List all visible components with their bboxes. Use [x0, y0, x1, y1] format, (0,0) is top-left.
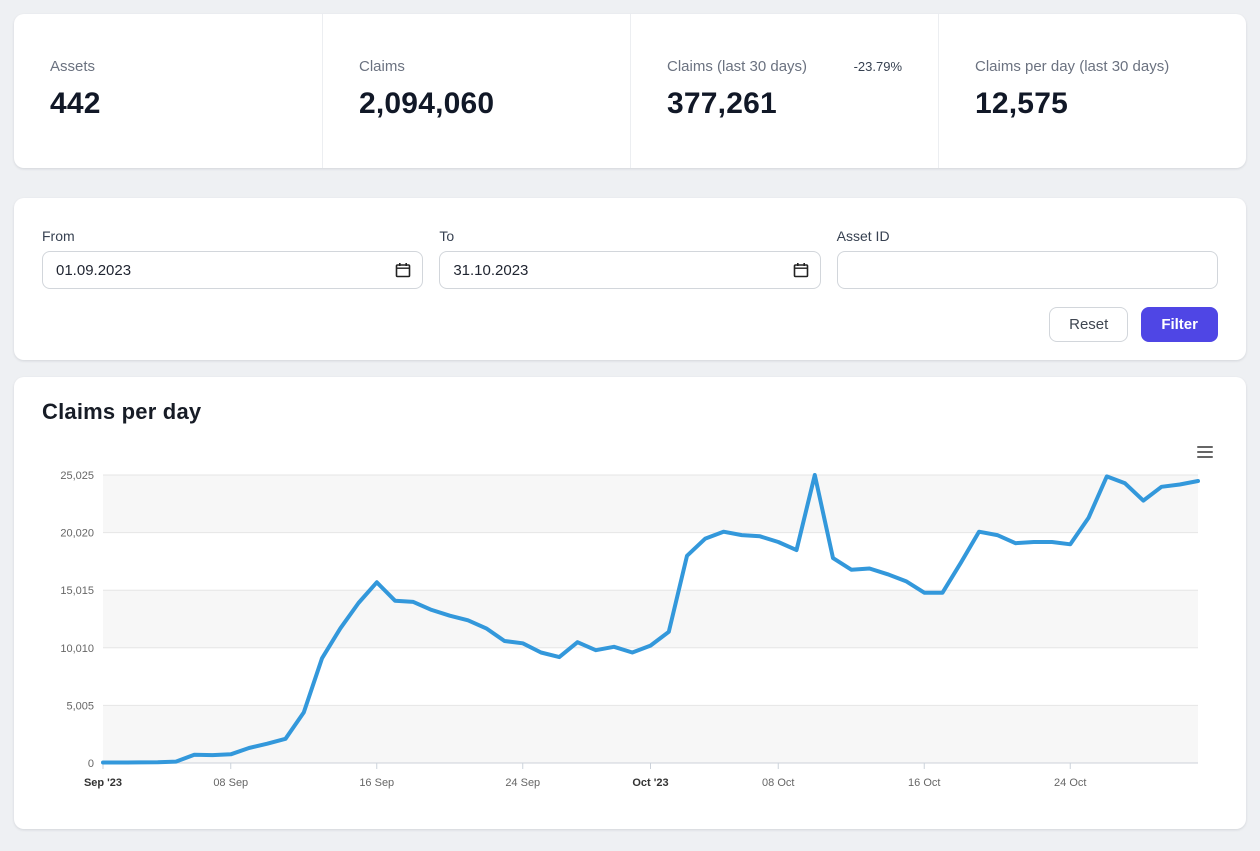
- stat-card-claims: Claims 2,094,060: [322, 14, 630, 168]
- claims-chart: 0 5,005 10,010 15,015 20,020 25,025 Sep '23 08 …: [42, 451, 1218, 800]
- svg-text:20,020: 20,020: [60, 528, 94, 540]
- svg-text:08 Sep: 08 Sep: [213, 777, 248, 789]
- svg-text:Sep '23: Sep '23: [84, 777, 122, 789]
- asset-id-field-group: Asset ID: [836, 228, 1218, 289]
- calendar-icon[interactable]: [793, 262, 809, 278]
- stat-card-claims-per-day-30d: Claims per day (last 30 days) 12,575: [938, 14, 1246, 168]
- stat-delta-percent: -23.79%: [853, 59, 902, 74]
- stat-label: Claims per day (last 30 days): [975, 58, 1170, 75]
- asset-id-label: Asset ID: [836, 228, 890, 244]
- svg-text:24 Sep: 24 Sep: [505, 777, 540, 789]
- svg-text:16 Oct: 16 Oct: [908, 777, 940, 789]
- stat-value: 2,094,060: [359, 87, 495, 120]
- stat-label: Claims: [359, 58, 405, 75]
- svg-text:5,005: 5,005: [66, 700, 94, 712]
- stat-label: Assets: [50, 58, 96, 75]
- to-field-group: To: [439, 228, 821, 289]
- reset-button[interactable]: Reset: [1049, 307, 1129, 342]
- svg-text:15,015: 15,015: [60, 585, 94, 597]
- stat-card-claims-30d: Claims (last 30 days) -23.79% 377,261: [630, 14, 938, 168]
- svg-text:08 Oct: 08 Oct: [762, 777, 794, 789]
- filter-panel: From To: [14, 198, 1246, 360]
- svg-text:Oct '23: Oct '23: [632, 777, 668, 789]
- svg-text:0: 0: [88, 758, 94, 770]
- stat-value: 377,261: [667, 87, 777, 120]
- filter-button[interactable]: Filter: [1141, 307, 1218, 342]
- chart-context-menu-icon[interactable]: [1194, 443, 1216, 461]
- from-field-group: From: [42, 228, 424, 289]
- svg-text:24 Oct: 24 Oct: [1054, 777, 1086, 789]
- claims-per-day-panel: Claims per day 0 5,005 10,010 15,015 20,020 2…: [14, 377, 1246, 829]
- from-label: From: [42, 228, 75, 244]
- line-chart-svg: 0 5,005 10,010 15,015 20,020 25,025 Sep '23 08 …: [60, 470, 1200, 789]
- stat-value: 12,575: [975, 87, 1068, 120]
- to-date-input[interactable]: [439, 251, 821, 289]
- svg-text:16 Sep: 16 Sep: [359, 777, 394, 789]
- svg-text:10,010: 10,010: [60, 643, 94, 655]
- from-date-input[interactable]: [42, 251, 424, 289]
- stat-card-assets: Assets 442: [14, 14, 322, 168]
- stats-row: Assets 442 Claims 2,094,060 Claims (last…: [14, 14, 1246, 168]
- to-label: To: [439, 228, 455, 244]
- asset-id-input[interactable]: [836, 251, 1218, 289]
- chart-title: Claims per day: [42, 399, 202, 424]
- svg-text:25,025: 25,025: [60, 470, 94, 482]
- stat-label: Claims (last 30 days): [667, 58, 808, 75]
- stat-value: 442: [50, 87, 101, 120]
- calendar-icon[interactable]: [395, 262, 411, 278]
